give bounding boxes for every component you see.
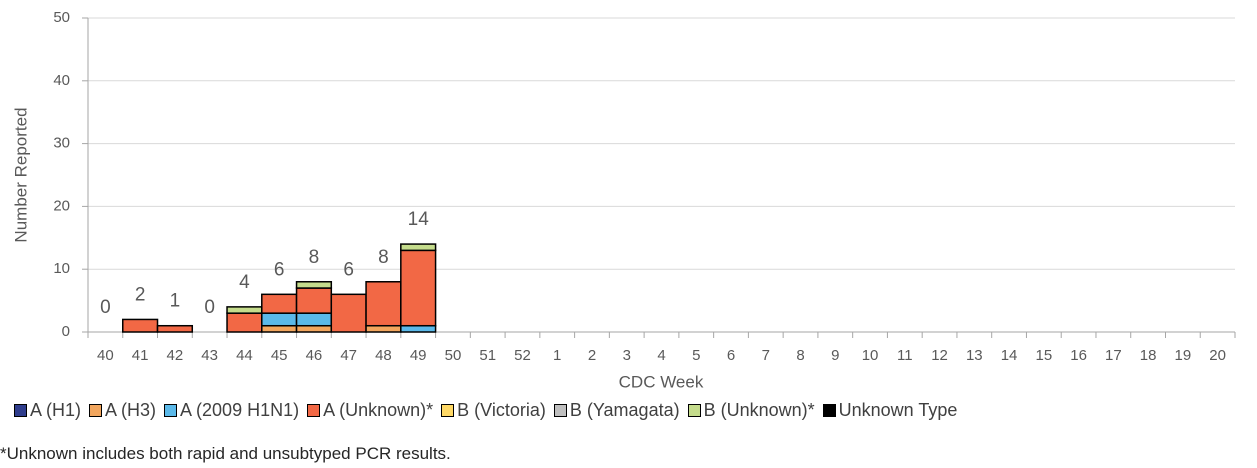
bar-segment <box>295 287 333 314</box>
y-tick-label: 50 <box>53 9 70 26</box>
x-tick-label: 42 <box>167 347 184 364</box>
legend-label: A (2009 H1N1) <box>180 400 300 420</box>
x-tick-label: 12 <box>931 347 948 364</box>
x-tick-label: 52 <box>514 347 531 364</box>
bar-segment <box>365 324 402 333</box>
legend-item: A (2009 H1N1) <box>164 400 299 421</box>
legend-label: A (H1) <box>30 400 82 420</box>
x-tick-label: 43 <box>201 347 218 364</box>
x-tick-label: 45 <box>271 347 288 364</box>
total-label: 2 <box>135 284 146 305</box>
legend-swatch <box>164 404 178 417</box>
legend-item: A (H3) <box>89 400 156 421</box>
x-tick-label: 8 <box>796 347 804 364</box>
legend-label: A (Unknown)* <box>323 400 434 420</box>
legend-swatch <box>89 404 103 417</box>
legend-label: B (Unknown)* <box>703 400 815 420</box>
bar-segment <box>261 312 298 327</box>
x-tick-label: 2 <box>588 347 596 364</box>
bar-segment <box>400 243 437 252</box>
x-tick-label: 1 <box>553 347 561 364</box>
legend-swatch <box>307 404 321 417</box>
x-tick-label: 47 <box>340 347 357 364</box>
x-tick-label: 15 <box>1035 347 1052 364</box>
x-tick-label: 10 <box>862 347 879 364</box>
bar-segment <box>400 324 437 333</box>
x-tick-label: 48 <box>375 347 392 364</box>
bar-segment <box>156 324 194 333</box>
y-tick-label: 30 <box>53 135 70 152</box>
footnote: *Unknown includes both rapid and unsubty… <box>0 444 451 463</box>
y-tick-label: 20 <box>53 197 70 214</box>
x-tick-label: 11 <box>897 347 913 364</box>
x-tick-label: 41 <box>132 347 149 364</box>
legend-item: B (Unknown)* <box>687 400 815 421</box>
legend-item: A (Unknown)* <box>307 400 433 421</box>
x-tick-label: 51 <box>479 347 496 364</box>
bar-segment <box>226 306 263 314</box>
bar-segment <box>226 312 263 333</box>
legend: A (H1) A (H3) A (2009 H1N1) A (Unknown)* B (… <box>14 400 957 421</box>
y-tick-label: 0 <box>62 323 70 340</box>
y-axis-title: Number Reported <box>11 107 30 242</box>
x-tick-label: 17 <box>1105 347 1122 364</box>
bar-segment <box>295 281 333 289</box>
total-label: 14 <box>408 209 430 230</box>
total-label: 1 <box>170 291 181 312</box>
total-label: 8 <box>378 247 389 268</box>
x-tick-label: 46 <box>306 347 323 364</box>
bar-segment <box>122 318 159 333</box>
legend-label: B (Victoria) <box>457 400 546 420</box>
x-tick-label: 20 <box>1209 347 1226 364</box>
legend-item: A (H1) <box>14 400 81 421</box>
x-tick-label: 16 <box>1070 347 1087 364</box>
total-label: 6 <box>274 259 285 280</box>
bar-segment <box>330 293 367 333</box>
x-tick-label: 6 <box>727 347 735 364</box>
legend-item: B (Yamagata) <box>553 400 680 421</box>
y-tick-label: 40 <box>53 72 70 89</box>
chart: CDC Week Number Reported 010203040504004… <box>11 9 1236 391</box>
x-tick-label: 50 <box>445 347 462 364</box>
bar-segment <box>261 324 298 333</box>
bar-segment <box>261 293 298 314</box>
x-tick-label: 5 <box>692 347 700 364</box>
total-label: 0 <box>204 297 215 318</box>
legend-swatch <box>441 404 455 417</box>
x-tick-label: 19 <box>1175 347 1192 364</box>
legend-swatch <box>822 404 836 417</box>
bar-segment <box>295 324 333 333</box>
total-label: 4 <box>239 272 250 293</box>
legend-label: B (Yamagata) <box>569 400 680 420</box>
legend-swatch <box>687 404 701 417</box>
legend-swatch <box>553 404 567 417</box>
x-tick-label: 4 <box>657 347 665 364</box>
x-tick-label: 14 <box>1001 347 1018 364</box>
total-label: 0 <box>100 297 111 318</box>
legend-swatch <box>14 404 27 417</box>
x-tick-label: 13 <box>966 347 983 364</box>
bar-segment <box>365 281 402 327</box>
x-tick-label: 3 <box>623 347 631 364</box>
x-tick-label: 44 <box>236 347 253 364</box>
bar-segment <box>400 249 437 327</box>
x-tick-label: 18 <box>1140 347 1157 364</box>
x-tick-label: 7 <box>762 347 770 364</box>
total-label: 8 <box>309 247 320 268</box>
y-tick-label: 10 <box>53 260 70 277</box>
legend-label: Unknown Type <box>838 400 958 420</box>
legend-item: Unknown Type <box>822 400 958 421</box>
legend-label: A (H3) <box>105 400 157 420</box>
legend-item: B (Victoria) <box>441 400 546 421</box>
x-axis-title: CDC Week <box>619 372 704 391</box>
x-tick-label: 9 <box>831 347 839 364</box>
total-label: 6 <box>343 259 354 280</box>
x-tick-label: 40 <box>97 347 114 364</box>
x-tick-label: 49 <box>410 347 427 364</box>
bar-segment <box>295 312 333 327</box>
